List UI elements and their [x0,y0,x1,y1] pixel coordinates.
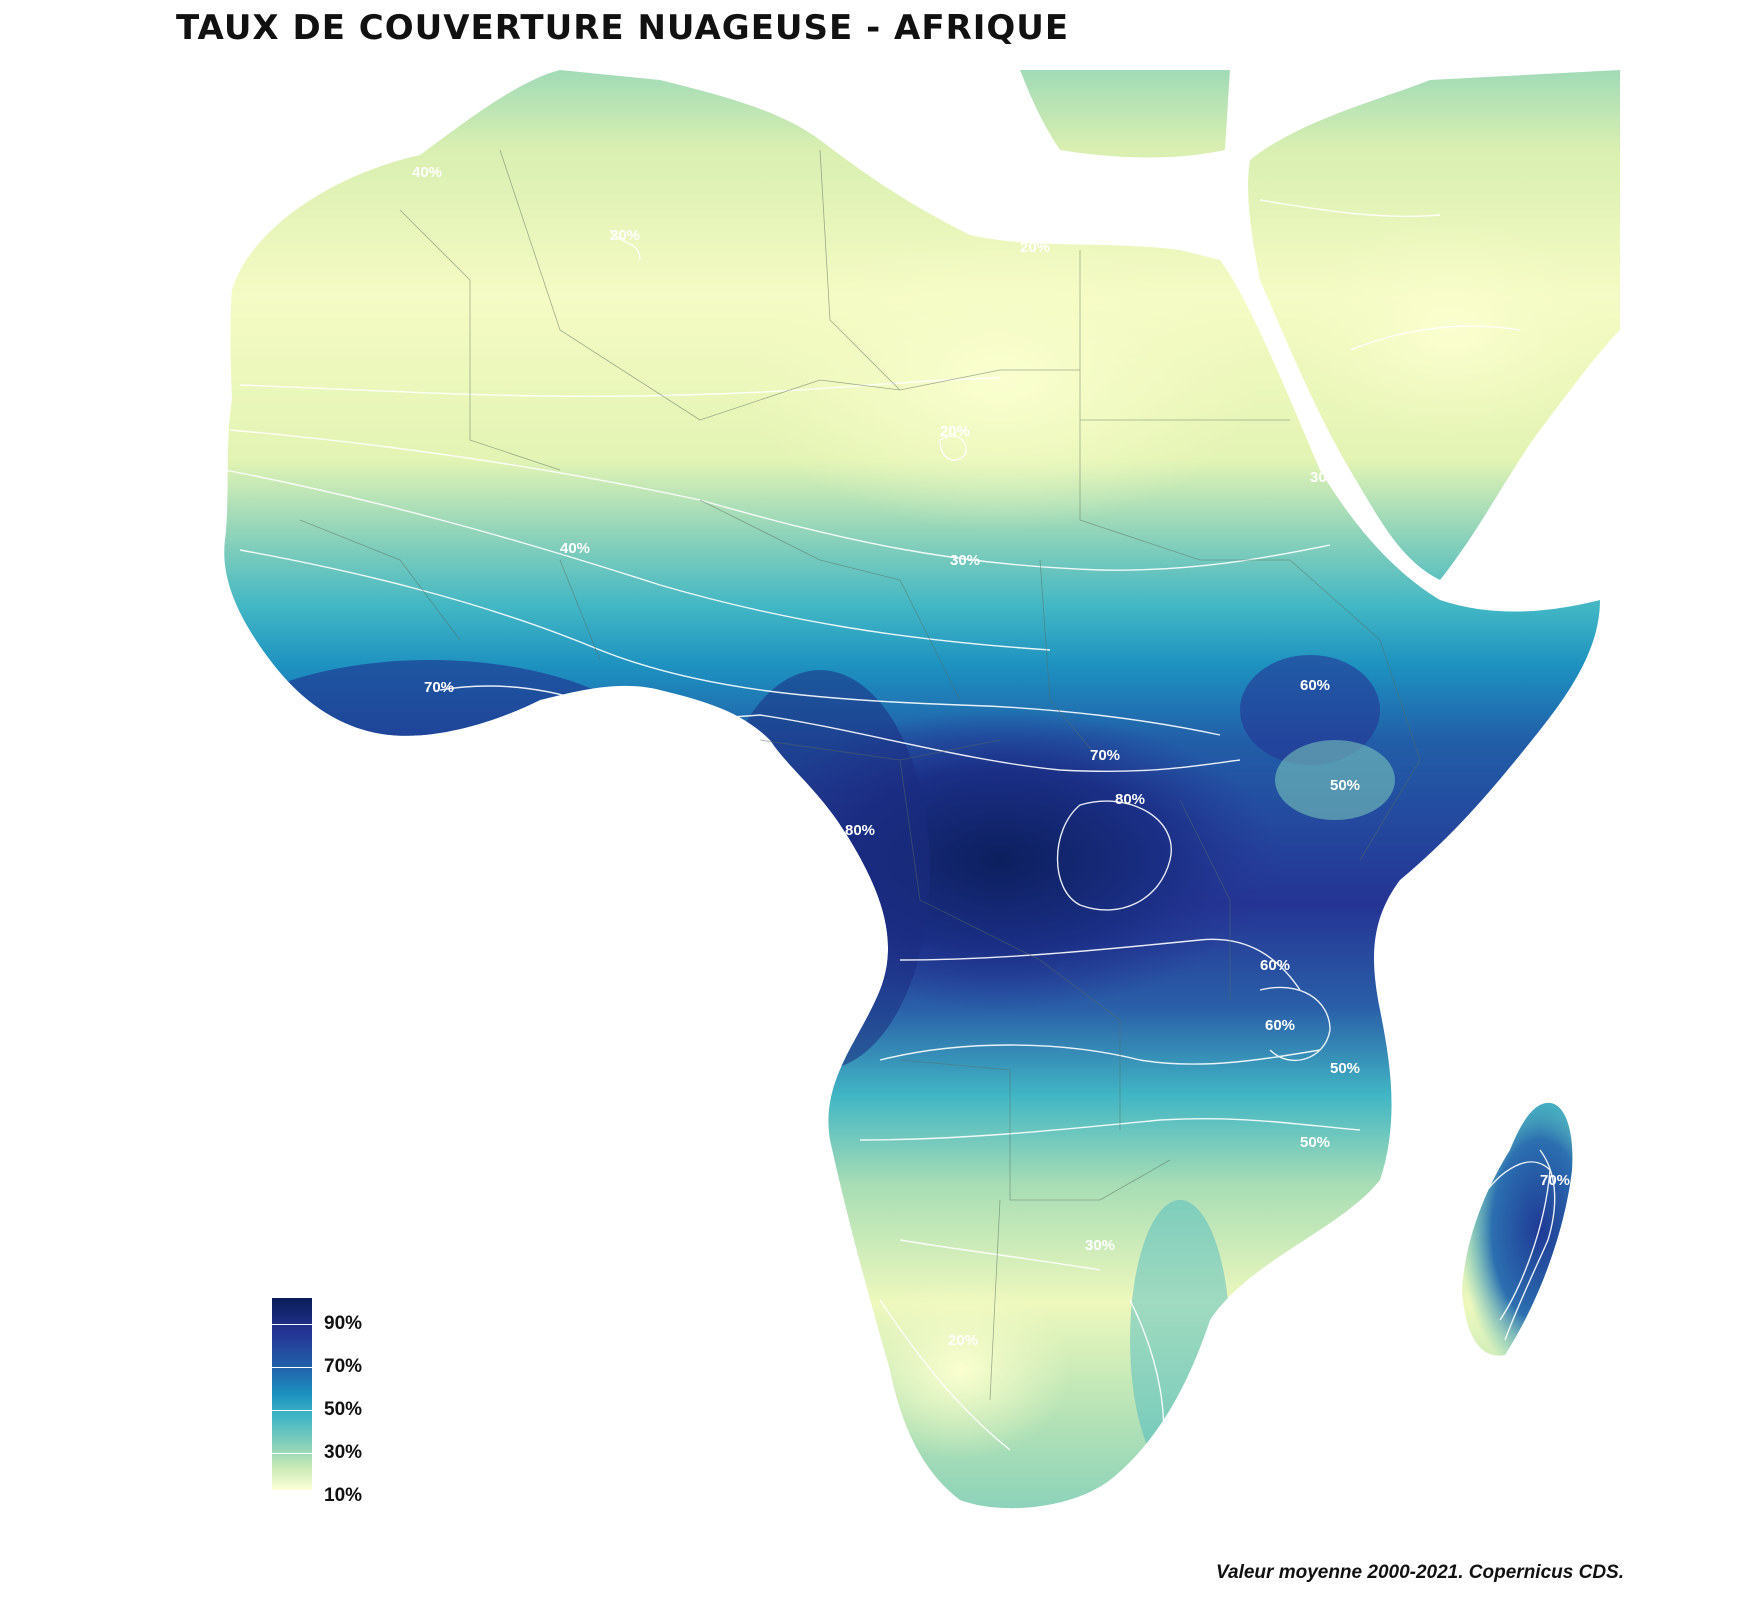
contour-label: 20% [948,1332,978,1349]
contour-label: 80% [1115,791,1145,808]
legend-label-50: 50% [324,1399,363,1420]
contour-label: 30% [1085,1237,1115,1254]
legend-label-30: 30% [324,1442,363,1463]
legend-label-10: 10% [324,1485,363,1506]
legend-tick [272,1453,312,1454]
contour-label: 50% [1300,1134,1330,1151]
contour-label: 20% [940,423,970,440]
contour-label: 20% [610,227,640,244]
contour-labels: 20% 20% 20% 20% 30% 30% 30% 40% 40% 40% … [412,89,1570,1349]
cloud-cover-raster [224,70,1620,1509]
contour-label: 60% [1300,677,1330,694]
contour-label: 70% [1540,1172,1570,1189]
contour-label: 30% [1310,469,1340,486]
legend-tick [272,1367,312,1368]
contour-label: 80% [845,822,875,839]
contour-label: 40% [560,540,590,557]
source-caption: Valeur moyenne 2000-2021. Copernicus CDS… [1216,1562,1624,1583]
contour-label: 70% [1090,747,1120,764]
contour-label: 40% [770,89,800,106]
contour-label: 60% [1260,957,1290,974]
legend-tick [272,1324,312,1325]
legend-tick [272,1410,312,1411]
contour-label: 60% [1265,1017,1295,1034]
contour-lines [224,199,1556,1471]
contour-label: 50% [1330,777,1360,794]
country-borders [299,149,1421,1401]
contour-label: 40% [412,164,442,181]
contour-label: 30% [950,552,980,569]
map-title: TAUX DE COUVERTURE NUAGEUSE - AFRIQUE [176,8,1070,48]
legend-label-90: 90% [324,1313,363,1334]
legend-color-bar [272,1298,312,1490]
contour-label: 50% [1330,1060,1360,1077]
legend-label-70: 70% [324,1356,363,1377]
contour-label: 20% [1020,239,1050,256]
contour-label: 70% [424,679,454,696]
